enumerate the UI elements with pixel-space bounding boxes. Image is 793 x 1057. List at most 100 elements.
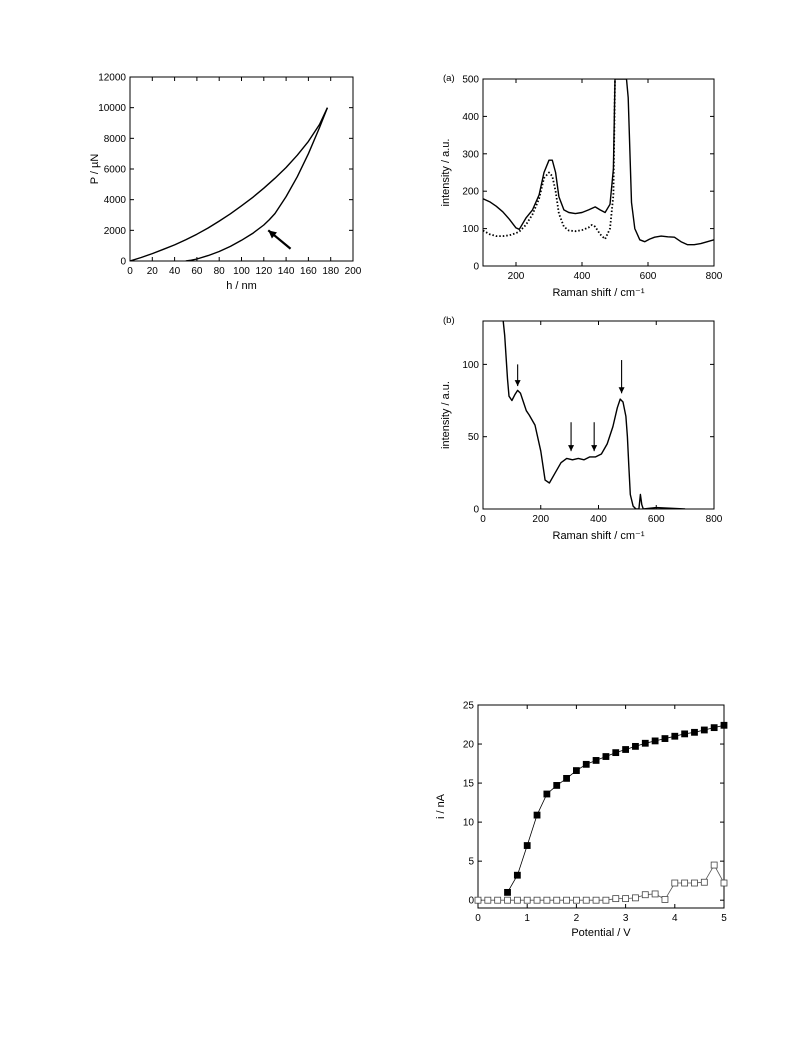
chart-current_potential: 0 1 2 3 4 5 0 5 10 15 20 25 Potential / V i / nA (435, 701, 728, 939)
x-axis-label: Raman shift / cm⁻¹ (553, 287, 645, 299)
annotation-arrow-head (568, 445, 575, 452)
data-point-open-square (661, 896, 669, 903)
data-point-filled-square (622, 746, 629, 753)
data-point-open-square (671, 879, 679, 887)
data-point-open-square (612, 895, 620, 903)
x-tick-label: 200 (532, 514, 549, 525)
data-point-open-square (543, 896, 551, 904)
y-tick-label: 20 (463, 740, 475, 751)
data-point-filled-square (661, 735, 669, 742)
data-point-open-square (720, 879, 728, 887)
y-tick-label: 6000 (104, 165, 127, 176)
data-point-filled-square (513, 871, 521, 879)
data-point-open-square (710, 861, 718, 869)
data-point-filled-square (553, 782, 561, 789)
data-point-filled-square (700, 726, 708, 734)
x-tick-label: 0 (480, 514, 486, 525)
data-point-filled-square (543, 790, 551, 798)
x-tick-label: 180 (322, 266, 339, 277)
x-tick-label: 100 (233, 266, 250, 277)
data-point-open-square (622, 895, 629, 903)
y-axis-label: intensity / a.u. (440, 381, 452, 449)
plot-frame (482, 78, 715, 267)
data-point-open-square (651, 890, 659, 898)
data-point-open-square (504, 896, 511, 904)
y-axis-label: i / nA (435, 793, 447, 819)
plot-frame (129, 76, 354, 262)
x-axis-label: Raman shift / cm⁻¹ (553, 530, 645, 542)
y-tick-label: 15 (463, 779, 475, 790)
data-point-filled-square (651, 737, 659, 745)
series-group (502, 321, 686, 509)
series-group (483, 79, 714, 246)
data-point-open-square (553, 896, 561, 904)
data-point-open-square (484, 896, 492, 904)
y-tick-label: 200 (462, 187, 479, 198)
y-tick-label: 300 (462, 149, 479, 160)
series-line-0 (483, 79, 714, 246)
x-tick-label: 3 (623, 913, 629, 924)
x-tick-label: 200 (345, 266, 362, 277)
y-tick-label: 0 (473, 505, 479, 516)
x-tick-label: 160 (300, 266, 317, 277)
data-point-open-square (573, 896, 580, 904)
data-point-filled-square (671, 732, 679, 740)
data-point-open-square (691, 879, 698, 887)
chart-raman_b: 0 200 400 600 800 0 50 100 Raman shift / cm⁻¹ int… (440, 315, 723, 542)
y-tick-label: 500 (462, 75, 479, 86)
series-line-0 (130, 107, 329, 261)
annotation-arrow-head (514, 380, 521, 387)
data-point-filled-square (710, 724, 718, 732)
data-point-filled-square (691, 728, 698, 736)
data-point-filled-square (602, 753, 610, 760)
data-point-filled-square (573, 767, 580, 774)
x-axis-label: Potential / V (571, 927, 631, 939)
y-tick-label: 0 (120, 257, 126, 268)
x-tick-label: 120 (255, 266, 272, 277)
x-tick-label: 1 (524, 913, 530, 924)
x-tick-label: 800 (706, 271, 723, 282)
series-line-0 (502, 321, 686, 509)
data-point-filled-square (592, 757, 600, 764)
plot-frame (477, 704, 725, 909)
data-point-filled-square (632, 742, 639, 750)
x-tick-label: 400 (574, 271, 591, 282)
data-point-open-square (700, 878, 708, 886)
y-tick-label: 10000 (98, 103, 126, 114)
chart-raman_a: 200 400 600 800 0 100 200 300 400 500 Raman shift … (440, 73, 723, 299)
y-tick-label: 12000 (98, 73, 126, 84)
x-tick-label: 20 (147, 266, 159, 277)
y-tick-label: 0 (473, 262, 479, 273)
annotation-arrow-head (591, 445, 598, 452)
data-point-filled-square (563, 774, 570, 782)
data-point-open-square (533, 896, 541, 904)
x-tick-label: 40 (169, 266, 181, 277)
data-point-filled-square (533, 811, 541, 819)
x-tick-label: 800 (706, 514, 723, 525)
x-tick-label: 600 (640, 271, 657, 282)
series-line-1 (483, 79, 616, 241)
y-tick-label: 10 (463, 818, 475, 829)
data-point-open-square (681, 879, 689, 887)
x-tick-label: 200 (508, 271, 525, 282)
y-axis-label: intensity / a.u. (440, 139, 452, 207)
panel-label: (b) (443, 315, 455, 326)
data-point-open-square (474, 896, 482, 904)
x-tick-label: 5 (721, 913, 727, 924)
panel-label: (a) (443, 73, 455, 84)
data-point-filled-square (720, 721, 728, 729)
data-point-filled-square (612, 749, 620, 757)
annotation-arrow-head (618, 387, 625, 394)
x-axis-label: h / nm (226, 280, 257, 292)
y-tick-label: 2000 (104, 226, 127, 237)
x-tick-label: 0 (127, 266, 133, 277)
annotation-arrow-head (268, 230, 277, 239)
data-point-open-square (513, 896, 521, 904)
y-tick-label: 25 (463, 701, 475, 712)
y-tick-label: 0 (468, 896, 474, 907)
x-tick-label: 60 (191, 266, 203, 277)
data-point-open-square (582, 896, 590, 904)
series-group (130, 107, 329, 261)
x-tick-label: 80 (214, 266, 226, 277)
